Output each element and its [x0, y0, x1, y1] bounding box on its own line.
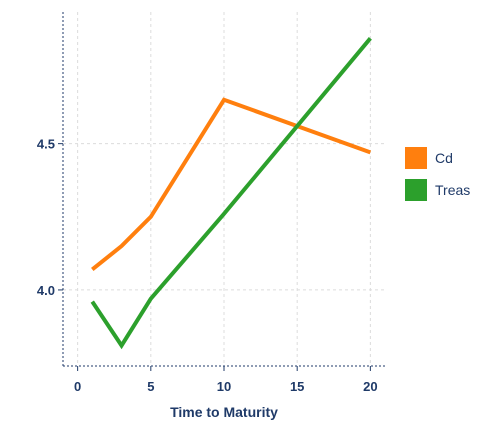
- x-tick-label: 10: [217, 379, 231, 394]
- x-tick-label: 20: [363, 379, 377, 394]
- x-tick-label: 0: [74, 379, 81, 394]
- ticks: 0 5 10 15 20 4.0 4.5: [37, 137, 378, 394]
- legend-swatch: [405, 179, 427, 201]
- x-tick-label: 5: [147, 379, 154, 394]
- legend-label: Cd: [435, 150, 453, 166]
- legend: Cd Treas: [405, 147, 470, 201]
- x-tick-label: 15: [290, 379, 304, 394]
- y-tick-label: 4.5: [37, 137, 55, 152]
- legend-swatch: [405, 147, 427, 169]
- y-tick-label: 4.0: [37, 283, 55, 298]
- series: [90, 37, 372, 350]
- legend-label: Treas: [435, 182, 470, 198]
- series-line-treas: [90, 37, 372, 350]
- x-axis-title: Time to Maturity: [170, 404, 278, 420]
- series-line-cd: [91, 97, 372, 272]
- grid: [63, 12, 385, 366]
